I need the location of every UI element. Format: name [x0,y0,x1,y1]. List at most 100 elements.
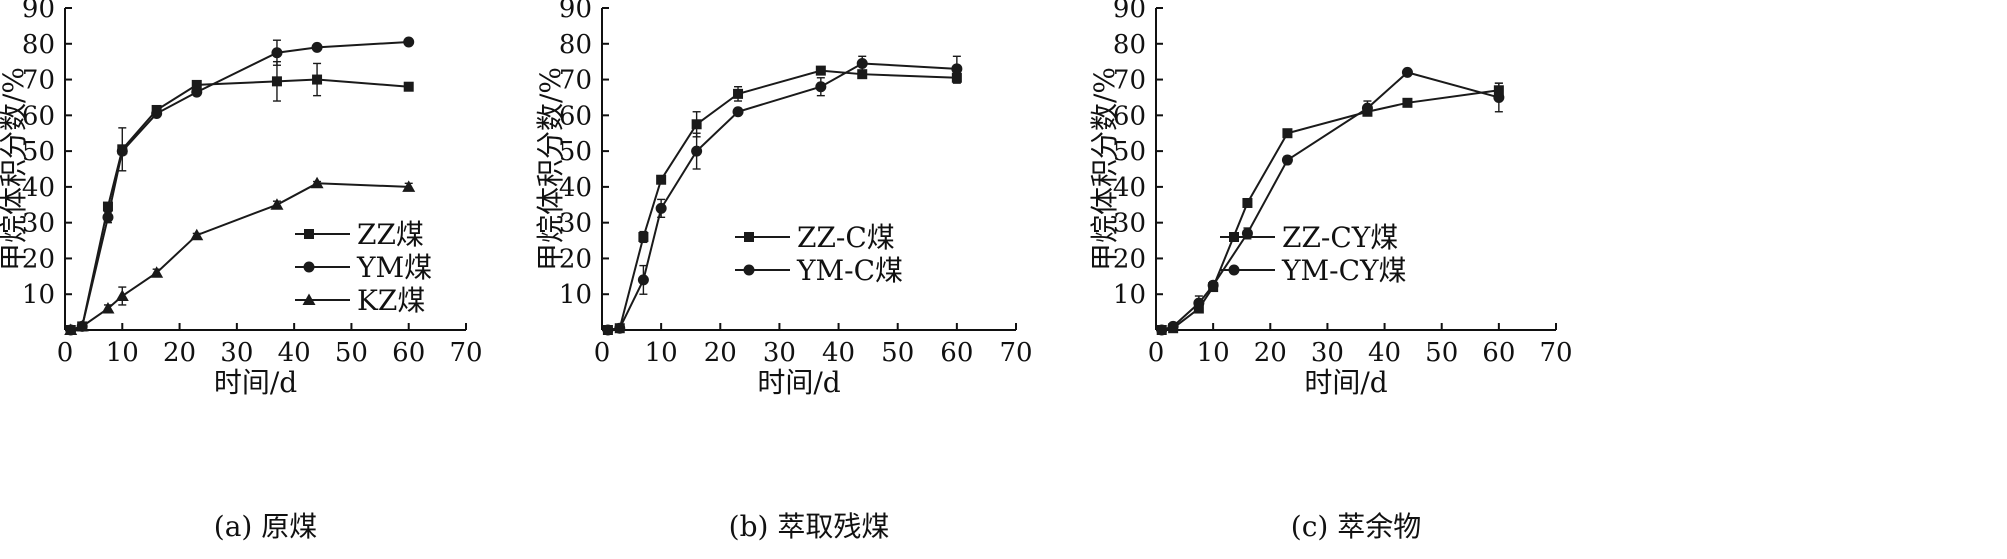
x-tick-label: 60 [1482,338,1515,368]
series-1 [1156,82,1504,335]
data-point [1401,66,1413,78]
x-tick-label: 30 [220,338,253,368]
y-tick-label: 10 [1113,280,1146,310]
legend-label: YM-C煤 [796,254,903,287]
data-point [271,76,282,87]
data-point [1241,227,1253,239]
y-axis-label: 甲烷体积分数/% [534,67,567,271]
series-line [607,62,957,331]
x-tick-label: 30 [1311,338,1344,368]
legend-label: YM煤 [356,251,432,284]
legend-marker [1229,232,1239,242]
data-point [656,174,667,185]
data-point [150,266,164,278]
series-line [607,69,957,331]
x-tick-label: 0 [594,338,611,368]
data-point [64,323,78,335]
data-point [602,324,614,336]
panel-caption: (c) 萃余物 [1291,510,1421,543]
y-axis-label: 甲烷体积分数/% [0,67,30,271]
data-point [815,65,826,76]
y-tick-label: 10 [559,280,592,310]
x-tick-label: 50 [1425,338,1458,368]
data-point [402,180,416,192]
y-tick-label: 10 [22,280,55,310]
x-tick-label: 60 [392,338,425,368]
data-point [951,63,963,75]
data-point [102,211,114,223]
y-tick-label: 70 [1113,66,1146,96]
y-tick-label: 80 [1113,30,1146,60]
legend-marker [744,232,754,242]
legend-entry: ZZ-CY煤 [1220,221,1398,254]
x-tick-label: 10 [645,338,678,368]
x-tick-label: 70 [999,338,1032,368]
series-line [1161,89,1499,331]
legend-label: YM-CY煤 [1281,254,1407,287]
y-tick-label: 50 [22,137,55,167]
y-tick-label: 70 [22,66,55,96]
legend-entry: KZ煤 [295,284,425,317]
chart-panel-3: 0 10 20 30 40 50 60 70102030405060708090时间/d甲烷体… [1088,0,1573,543]
x-axis-label: 时间/d [214,366,297,399]
y-tick-label: 30 [1113,209,1146,239]
y-tick-label: 80 [559,30,592,60]
y-tick-label: 60 [22,101,55,131]
data-point [1493,91,1505,103]
data-point [101,302,115,314]
x-tick-label: 70 [1539,338,1572,368]
data-point [1167,320,1179,332]
panel-caption: (b) 萃取残煤 [729,510,890,543]
x-tick-label: 10 [1197,338,1230,368]
data-point [856,57,868,69]
data-point [1281,154,1293,166]
x-axis-label: 时间/d [1304,366,1387,399]
legend-entry: ZZ-C煤 [735,221,895,254]
legend-entry: YM煤 [295,251,432,284]
x-tick-label: 50 [335,338,368,368]
data-point [102,201,113,212]
series-2 [602,55,963,336]
y-tick-label: 80 [22,30,55,60]
legend-marker [304,229,314,239]
y-tick-label: 50 [1113,137,1146,167]
chart-panel-2: 0 10 20 30 40 50 60 70102030405060708090时间/d甲烷体… [534,0,1033,543]
data-point [151,108,163,120]
data-point [311,41,323,53]
x-tick-label: 20 [704,338,737,368]
data-point [1282,128,1293,139]
y-tick-label: 20 [22,244,55,274]
data-point [1402,97,1413,108]
y-axis-label: 甲烷体积分数/% [1088,67,1121,271]
data-point [75,319,89,332]
series-2 [1156,66,1505,336]
data-point [1242,197,1253,208]
data-point [191,86,203,98]
data-point [1207,279,1219,291]
x-tick-label: 20 [1254,338,1287,368]
legend-label: ZZ-C煤 [797,221,895,254]
data-point [655,202,667,214]
y-tick-label: 90 [1113,0,1146,24]
data-point [271,47,283,59]
x-tick-label: 0 [57,338,74,368]
legend-entry: YM-CY煤 [1220,254,1407,287]
y-tick-label: 90 [22,0,55,24]
x-tick-label: 40 [1368,338,1401,368]
chart-panel-1: 0 10 20 30 40 50 60 70102030405060708090时间/d甲烷体… [0,0,483,543]
data-point [733,88,744,99]
x-tick-label: 40 [278,338,311,368]
data-point [191,79,202,90]
data-point [312,74,323,85]
y-tick-label: 40 [559,173,592,203]
legend-marker [302,293,316,305]
x-tick-label: 30 [763,338,796,368]
x-tick-label: 0 [1148,338,1165,368]
data-point [270,198,284,210]
x-axis-label: 时间/d [757,366,840,399]
data-point [614,322,626,334]
x-tick-label: 60 [940,338,973,368]
legend-marker [303,261,315,273]
